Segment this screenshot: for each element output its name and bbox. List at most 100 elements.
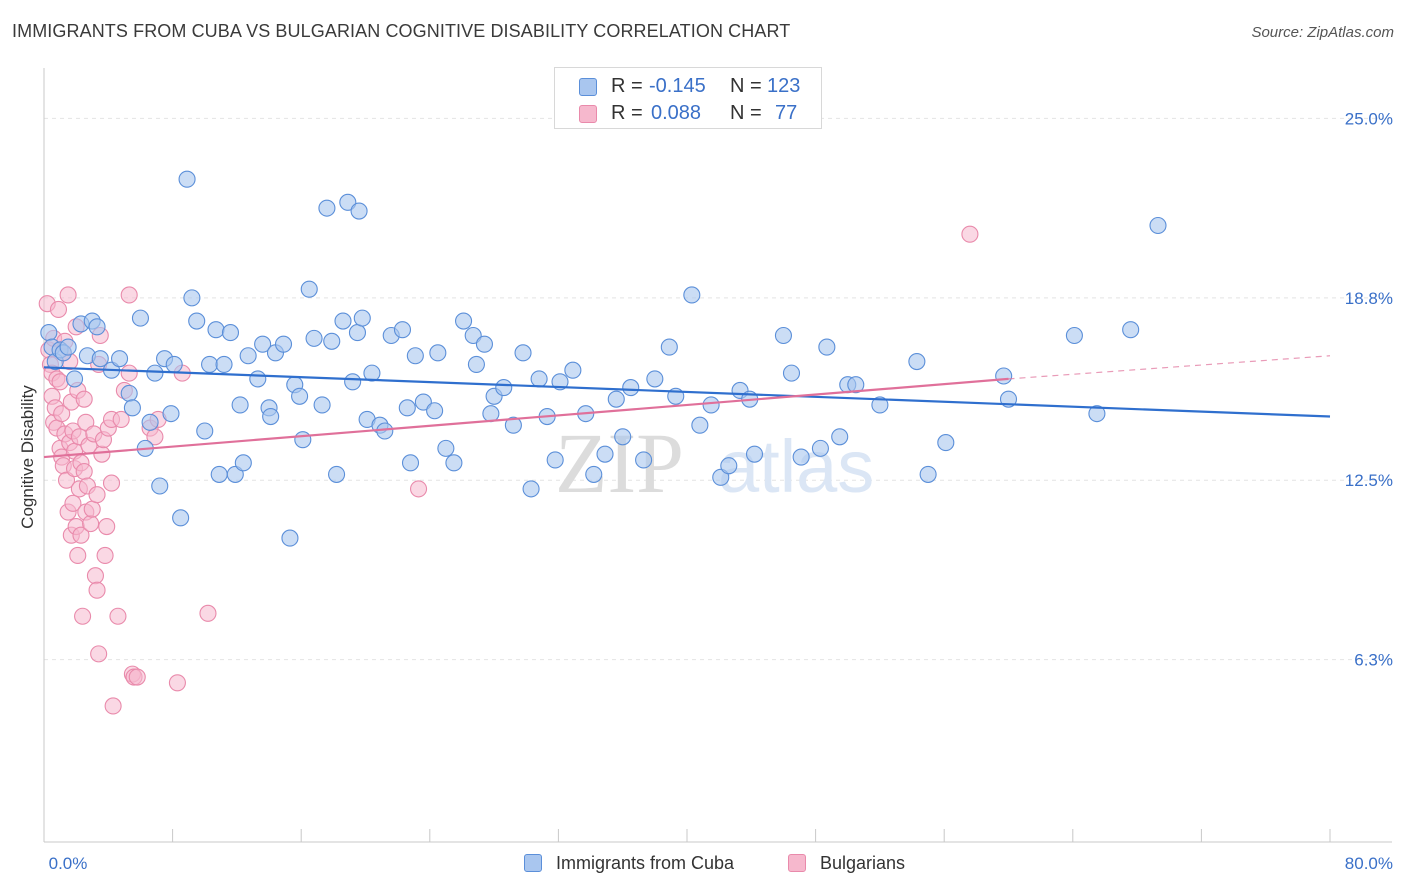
watermark-atlas: atlas: [718, 425, 874, 508]
cuba-point: [774, 326, 793, 345]
bulgarians-point: [74, 607, 92, 625]
bulgarians-point: [109, 607, 127, 625]
cuba-point: [482, 405, 500, 423]
legend-r-value: -0.145: [649, 75, 706, 97]
cuba-point: [120, 384, 138, 402]
cuba-point: [234, 454, 252, 472]
bulgarians-point: [51, 373, 69, 391]
bottom-legend-label-cuba: Immigrants from Cuba: [556, 853, 735, 873]
trend-lines: [43, 355, 1331, 459]
cuba-point: [455, 312, 473, 330]
cuba-point: [818, 338, 836, 356]
bulgarians-point: [112, 410, 130, 428]
bottom-legend-swatch-bulgarians: [788, 854, 806, 872]
cuba-point: [183, 289, 201, 307]
cuba-point: [207, 321, 225, 339]
cuba-point: [344, 373, 362, 391]
bulgarians-point: [409, 480, 428, 498]
bottom-legend-label-bulgarians: Bulgarians: [820, 853, 906, 873]
legend-r-label: R =: [611, 75, 643, 97]
y-axis-label: Cognitive Disability: [18, 385, 37, 529]
cuba-point: [59, 338, 77, 356]
cuba-point: [614, 428, 632, 446]
cuba-point: [294, 431, 312, 449]
bulgarians-point: [961, 225, 979, 243]
cuba-point: [445, 454, 463, 472]
bulgarians-point: [83, 500, 101, 518]
cuba-point: [131, 309, 149, 327]
cuba-point: [464, 326, 482, 345]
cuba-point: [40, 324, 58, 342]
cuba-point: [467, 355, 485, 373]
bulgarians-point: [120, 364, 138, 382]
legend-n-label: N =: [730, 102, 762, 124]
bulgarians-point: [199, 604, 217, 622]
cuba-point: [919, 465, 937, 483]
cuba-point: [1122, 321, 1140, 339]
bulgarians-point: [69, 546, 87, 565]
cuba-point: [231, 396, 249, 414]
bulgarians-point: [53, 405, 71, 423]
bulgarians-point: [88, 581, 106, 599]
legend-row-cuba: R = -0.145 N = 123: [555, 73, 821, 101]
bulgarians-point: [86, 567, 104, 585]
cuba-point: [607, 390, 625, 408]
cuba-point: [660, 338, 678, 356]
cuba-point: [221, 324, 240, 342]
cuba-point: [146, 364, 164, 382]
cuba-point: [350, 202, 368, 220]
cuba-point: [720, 457, 738, 475]
cuba-point: [401, 454, 420, 472]
cuba-point: [1065, 326, 1083, 345]
bulgarians-point: [98, 517, 116, 536]
cuba-point: [691, 416, 709, 434]
cuba-point: [151, 477, 169, 495]
bulgarians-point: [57, 471, 76, 489]
cuba-point: [495, 379, 513, 397]
cuba-point: [702, 396, 720, 414]
bulgarians-point: [75, 390, 93, 408]
cuba-point: [646, 370, 664, 388]
cuba-point: [313, 396, 331, 414]
legend-n-label: N =: [730, 75, 762, 97]
y-tick-label: 6.3%: [1354, 651, 1393, 670]
y-tick-label: 25.0%: [1345, 109, 1393, 128]
cuba-points: [40, 170, 1167, 547]
bulgarians-point: [72, 526, 90, 544]
cuba-point: [254, 335, 272, 353]
cuba-point: [123, 399, 141, 417]
cuba-point: [792, 448, 810, 466]
bulgarians-point: [168, 674, 186, 692]
cuba-trend-line: [43, 366, 1331, 418]
cuba-point: [201, 355, 219, 373]
x-tick-label: 0.0%: [49, 854, 88, 873]
cuba-point: [871, 396, 889, 414]
cuba-point: [239, 347, 257, 365]
cuba-point: [712, 468, 730, 486]
cuba-point: [88, 318, 106, 336]
cuba-point: [165, 355, 183, 373]
cuba-point: [328, 465, 346, 483]
cuba-point: [172, 509, 190, 527]
cuba-point: [339, 193, 357, 211]
cuba-point: [564, 361, 582, 379]
cuba-point: [376, 422, 394, 440]
cuba-point: [188, 312, 206, 330]
cuba-point: [1088, 405, 1106, 423]
cuba-point: [585, 465, 603, 483]
axes: [43, 68, 1392, 843]
legend-swatch-bulgarians: [579, 105, 597, 123]
cuba-point: [745, 445, 764, 463]
bulgarians-point: [96, 546, 114, 565]
cuba-point: [530, 370, 548, 388]
y-tick-label: 12.5%: [1345, 471, 1393, 490]
cuba-point: [178, 170, 196, 188]
cuba-point: [782, 364, 801, 382]
cuba-point: [811, 439, 829, 457]
legend-swatch-cuba: [579, 78, 597, 96]
cuba-point: [162, 405, 180, 423]
bulgarians-point: [82, 515, 100, 533]
cuba-point: [305, 329, 323, 347]
cuba-point: [514, 344, 532, 362]
cuba-point: [635, 451, 653, 469]
